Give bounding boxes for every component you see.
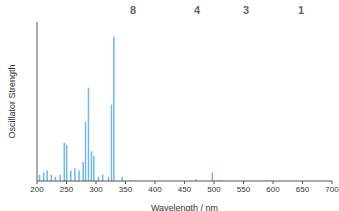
svg-text:600: 600 [266, 185, 280, 194]
svg-text:450: 450 [178, 185, 192, 194]
html-text:3: 3 [242, 4, 250, 16]
svg-text:250: 250 [60, 185, 74, 194]
svg-text:550: 550 [237, 185, 251, 194]
html-text:4: 4 [193, 4, 201, 16]
svg-text:500: 500 [207, 185, 221, 194]
svg-text:Oscillator Strength: Oscillator Strength [8, 64, 17, 138]
svg-text:700: 700 [325, 185, 331, 194]
svg-text:650: 650 [296, 185, 310, 194]
svg-text:400: 400 [148, 185, 162, 194]
html-text:8: 8 [129, 4, 137, 16]
svg-text:Wavelength / nm: Wavelength / nm [151, 203, 218, 211]
html-text:1: 1 [297, 4, 305, 16]
svg-text:300: 300 [89, 185, 103, 194]
svg-text:350: 350 [119, 185, 133, 194]
svg-text:200: 200 [30, 185, 44, 194]
